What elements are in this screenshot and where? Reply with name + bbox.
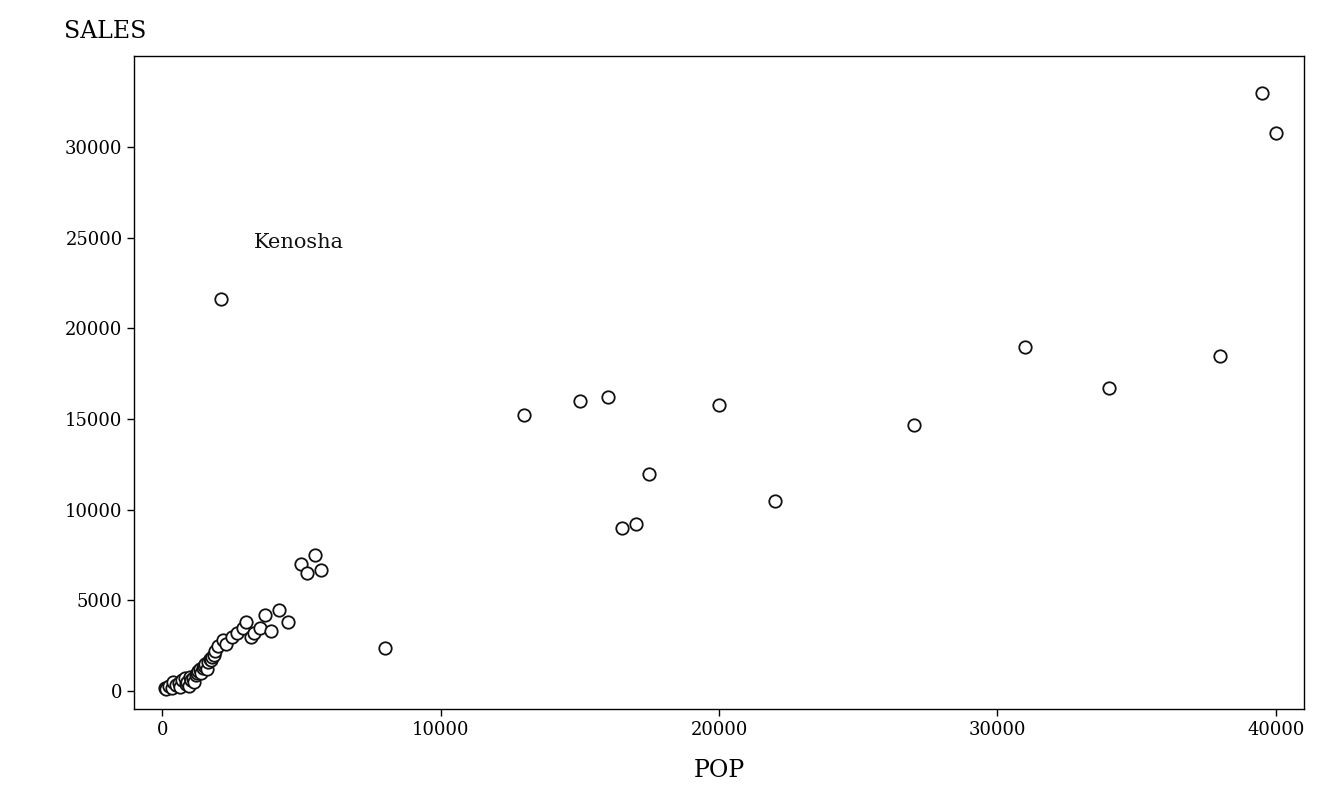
Point	[249, 621, 270, 634]
Point	[277, 616, 298, 629]
Point	[1210, 349, 1231, 362]
Text: Kenosha: Kenosha	[254, 233, 344, 252]
Text: SALES: SALES	[65, 20, 146, 44]
Point	[261, 625, 282, 638]
Point	[188, 665, 210, 678]
Point	[202, 650, 223, 663]
Point	[243, 627, 265, 640]
Point	[227, 627, 249, 640]
Point	[625, 518, 646, 531]
Point	[155, 681, 176, 694]
Point	[903, 418, 925, 431]
Point	[207, 639, 228, 652]
Point	[1251, 86, 1273, 99]
Point	[161, 682, 183, 695]
Point	[305, 549, 327, 562]
Point	[638, 467, 660, 480]
Point	[159, 679, 180, 692]
Point	[169, 680, 191, 693]
Point	[184, 675, 206, 688]
Point	[708, 398, 730, 411]
Point	[200, 654, 222, 667]
Point	[610, 521, 632, 534]
Point	[310, 563, 332, 576]
Point	[290, 558, 312, 571]
Point	[185, 668, 207, 681]
Point	[254, 609, 276, 621]
Point	[569, 394, 590, 407]
Point	[156, 683, 177, 696]
Point	[204, 645, 226, 658]
Point	[168, 676, 190, 689]
Point	[210, 293, 231, 305]
Point	[163, 675, 184, 688]
Point	[1265, 126, 1286, 139]
Point	[190, 663, 211, 675]
Point	[194, 659, 215, 672]
Point	[195, 658, 216, 671]
Point	[203, 648, 224, 661]
Point	[175, 677, 196, 690]
Point	[181, 672, 204, 685]
Point	[296, 567, 317, 580]
Point	[233, 621, 254, 634]
Point	[1015, 340, 1036, 353]
Point	[177, 679, 199, 692]
Point	[176, 675, 198, 688]
Point	[192, 661, 214, 674]
Point	[597, 391, 618, 404]
Point	[374, 642, 395, 654]
Point	[1098, 382, 1120, 395]
Point	[196, 663, 218, 675]
Point	[171, 674, 192, 687]
Point	[173, 672, 195, 685]
Point	[763, 494, 785, 507]
Point	[179, 671, 200, 683]
Point	[199, 652, 220, 665]
Point	[198, 656, 219, 669]
Point	[241, 630, 262, 643]
Point	[215, 638, 237, 650]
Point	[180, 674, 202, 687]
Point	[212, 634, 234, 646]
X-axis label: POP: POP	[694, 758, 745, 782]
Point	[187, 667, 208, 679]
Point	[269, 603, 290, 616]
Point	[235, 616, 257, 629]
Point	[191, 667, 212, 679]
Point	[513, 409, 535, 422]
Point	[165, 679, 187, 692]
Point	[220, 630, 242, 643]
